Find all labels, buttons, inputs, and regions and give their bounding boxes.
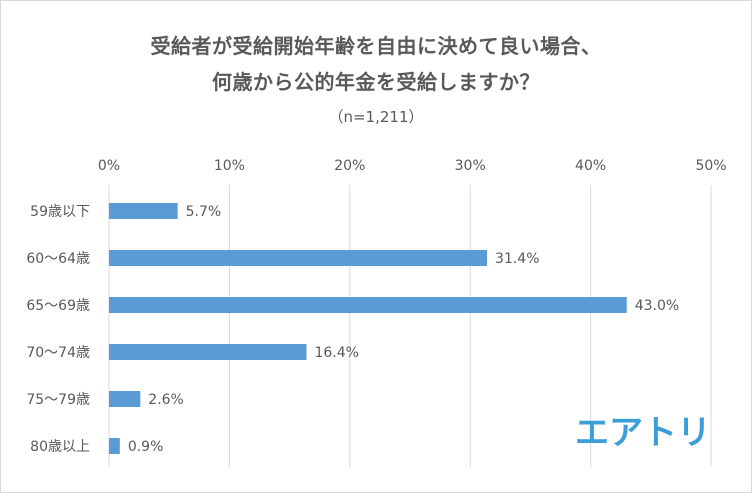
chart-title-line-1: 受給者が受給開始年齢を自由に決めて良い場合、: [150, 34, 602, 58]
category-label: 75～79歳: [26, 392, 90, 408]
airtrip-logo: エアトリ: [575, 413, 711, 453]
category-label: 60～64歳: [26, 251, 90, 267]
x-tick-label: 40%: [575, 158, 606, 174]
x-axis-ticks: 0% 10% 20% 30% 40% 50%: [98, 158, 727, 174]
bar: [109, 344, 307, 360]
bars: [109, 203, 627, 454]
x-tick-label: 0%: [98, 158, 120, 174]
chart-title-line-2: 何歳から公的年金を受給しますか？: [212, 70, 540, 94]
gridlines: [108, 185, 712, 467]
bar: [109, 391, 141, 407]
bar: [109, 250, 488, 266]
value-labels: 5.7% 31.4% 43.0% 16.4% 2.6% 0.9%: [128, 204, 679, 455]
bar-value-label: 43.0%: [635, 298, 679, 314]
bar-value-label: 5.7%: [186, 204, 222, 220]
category-label: 80歳以上: [30, 439, 90, 455]
x-tick-label: 50%: [695, 158, 726, 174]
x-tick-label: 10%: [214, 158, 245, 174]
category-label: 70～74歳: [26, 345, 90, 361]
x-tick-label: 30%: [455, 158, 486, 174]
category-label: 59歳以下: [30, 204, 90, 220]
bar-value-label: 0.9%: [128, 439, 164, 455]
bar-value-label: 31.4%: [495, 251, 539, 267]
bar-value-label: 2.6%: [148, 392, 184, 408]
category-label: 65～69歳: [26, 298, 90, 314]
x-tick-label: 20%: [334, 158, 365, 174]
bar: [109, 203, 178, 219]
bar: [109, 297, 627, 313]
bar-value-label: 16.4%: [314, 345, 358, 361]
chart-subtitle: （n=1,211）: [328, 108, 424, 126]
category-labels: 59歳以下 60～64歳 65～69歳 70～74歳 75～79歳 80歳以上: [26, 204, 90, 455]
bar: [109, 438, 120, 454]
